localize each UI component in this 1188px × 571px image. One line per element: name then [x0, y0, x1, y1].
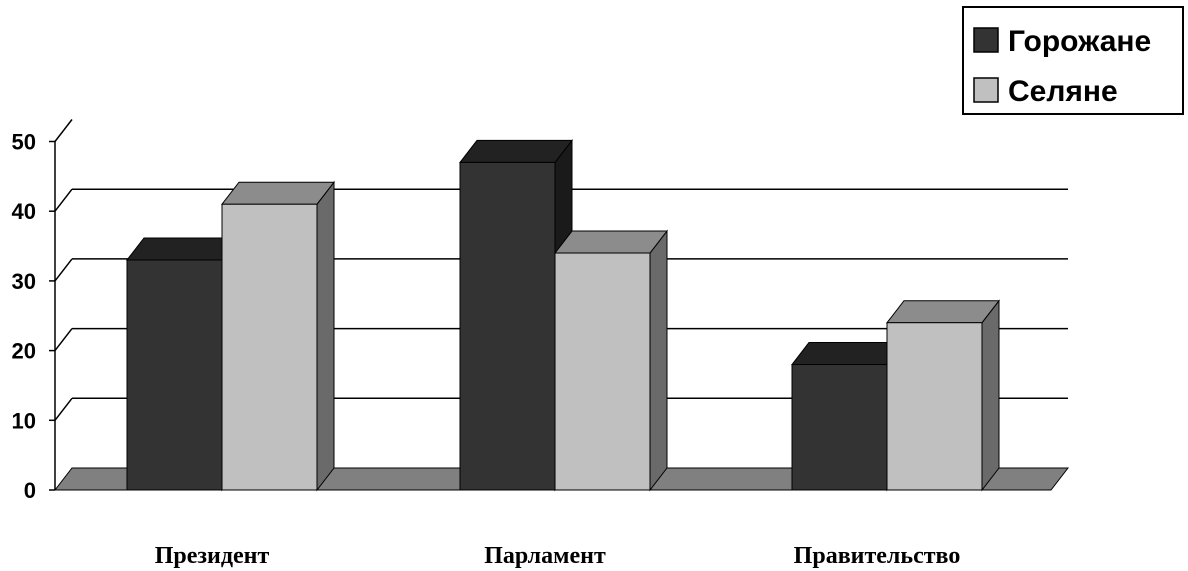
bar — [126, 259, 223, 491]
y-tick-label: 10 — [12, 408, 36, 433]
gridline-diagonal — [54, 188, 73, 212]
bar — [791, 364, 888, 491]
y-tick-label: 0 — [24, 478, 36, 503]
bar-top — [458, 139, 574, 163]
legend-box — [962, 6, 1184, 115]
bars — [125, 138, 1001, 492]
y-tick-label: 40 — [12, 199, 36, 224]
legend-label: Селяне — [1008, 75, 1118, 108]
category-label: Президент — [155, 543, 270, 569]
bar — [886, 322, 983, 491]
gridline-diagonal — [54, 258, 73, 282]
category-label: Правительство — [794, 543, 961, 569]
category-labels: Президент Парламент Правительство — [155, 543, 961, 569]
bar — [554, 252, 651, 491]
bar — [459, 161, 556, 491]
bar-side — [649, 229, 668, 492]
y-tick-label: 30 — [12, 269, 36, 294]
y-tick-labels: 0 10 20 30 40 50 — [12, 130, 36, 504]
y-tick-label: 50 — [12, 130, 36, 155]
gridline-diagonal — [54, 328, 73, 352]
bar-top — [220, 181, 336, 205]
legend: Горожане Селяне — [962, 6, 1184, 115]
bar — [221, 203, 318, 491]
bar-side — [981, 299, 1000, 492]
y-tick-label: 20 — [12, 339, 36, 364]
gridline-diagonal — [54, 397, 73, 421]
bar-side — [316, 180, 335, 492]
gridline-diagonal — [54, 119, 73, 142]
category-label: Парламент — [484, 543, 606, 569]
legend-label: Горожане — [1008, 25, 1151, 58]
legend-swatch — [973, 27, 999, 53]
bar-top — [553, 230, 669, 254]
bar-top — [885, 300, 1001, 324]
legend-swatch — [973, 77, 999, 103]
